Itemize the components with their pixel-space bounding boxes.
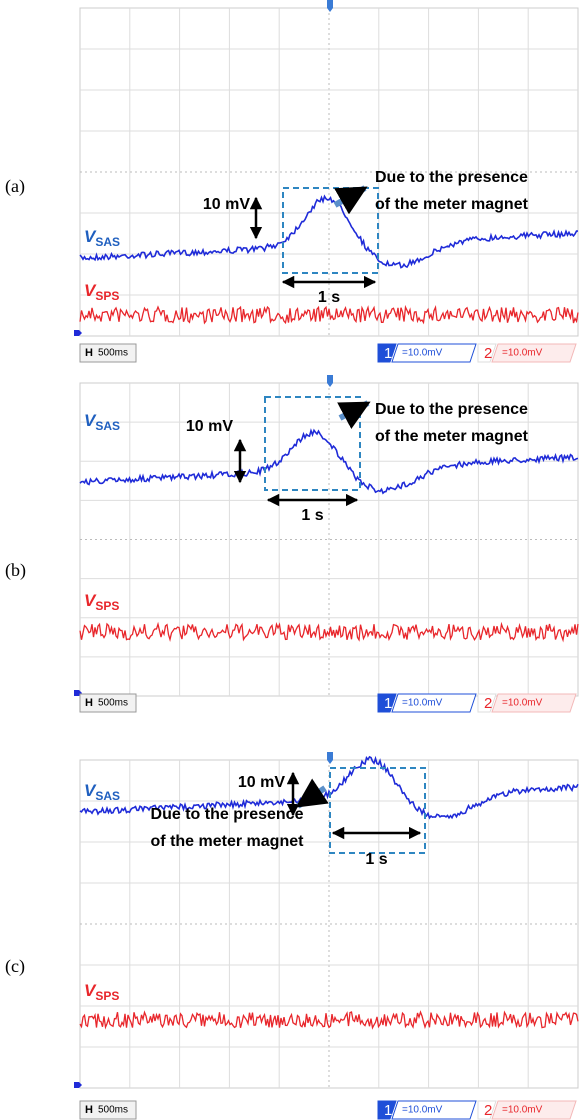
annotation: Due to the presence: [375, 169, 528, 186]
amplitude-label: 10 mV: [203, 196, 250, 213]
channel-number: 2: [484, 1102, 492, 1119]
channel-scale: =10.0mV: [502, 348, 543, 359]
panel-label: (b): [5, 560, 26, 581]
channel-scale: =10.0mV: [402, 698, 443, 709]
timebase-key: H: [85, 697, 93, 709]
annotation: of the meter magnet: [151, 833, 305, 850]
amplitude-label: 10 mV: [186, 418, 233, 435]
timebase-value: 500ms: [98, 1105, 128, 1116]
timebase-value: 500ms: [98, 348, 128, 359]
amplitude-label: 10 mV: [238, 774, 285, 791]
duration-label: 1 s: [318, 289, 340, 306]
trace-subscript: SAS: [95, 419, 120, 433]
trace-subscript: SPS: [95, 989, 119, 1003]
channel-number: 2: [484, 695, 492, 712]
trace-subscript: SAS: [95, 789, 120, 803]
timebase-key: H: [85, 1104, 93, 1116]
channel-scale: =10.0mV: [502, 1105, 543, 1116]
timebase-value: 500ms: [98, 698, 128, 709]
trace-subscript: SPS: [95, 289, 119, 303]
channel-number: 1: [384, 345, 392, 362]
channel-scale: =10.0mV: [402, 348, 443, 359]
duration-label: 1 s: [301, 507, 323, 524]
annotation: Due to the presence: [375, 401, 528, 418]
annotation: of the meter magnet: [375, 196, 529, 213]
timebase-key: H: [85, 347, 93, 359]
panel-label: (a): [5, 176, 25, 197]
duration-label: 1 s: [365, 851, 387, 868]
page: (a)VSASVSPS10 mV1 sDue to the presenceof…: [0, 0, 580, 1120]
channel-scale: =10.0mV: [402, 1105, 443, 1116]
panel-label: (c): [5, 956, 25, 977]
channel-scale: =10.0mV: [502, 698, 543, 709]
annotation: of the meter magnet: [375, 428, 529, 445]
channel-number: 1: [384, 695, 392, 712]
channel-number: 2: [484, 345, 492, 362]
channel-number: 1: [384, 1102, 392, 1119]
trace-subscript: SPS: [95, 599, 119, 613]
figure: (a)VSASVSPS10 mV1 sDue to the presenceof…: [0, 0, 580, 1120]
trace-subscript: SAS: [95, 235, 120, 249]
annotation: Due to the presence: [151, 806, 304, 823]
